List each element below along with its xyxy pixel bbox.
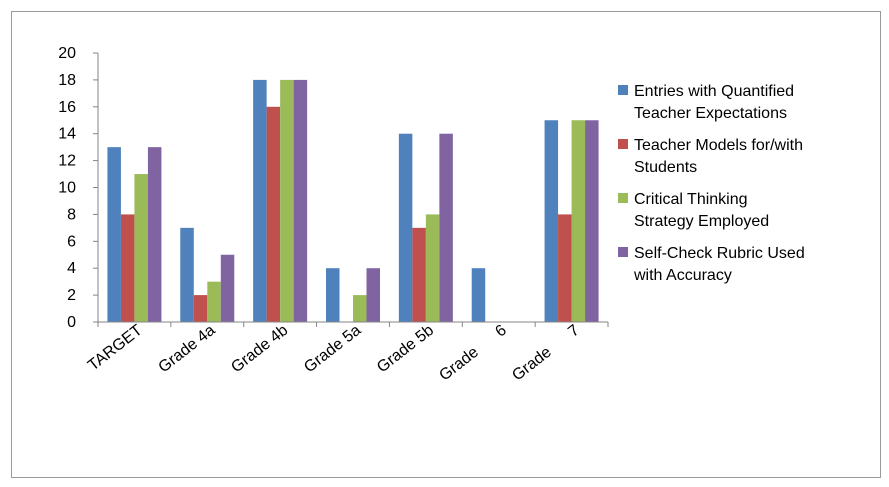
bar-s0-c5 bbox=[471, 268, 486, 322]
legend-swatch bbox=[618, 247, 628, 257]
bar-s2-c2 bbox=[280, 79, 294, 323]
y-tick-label: 10 bbox=[58, 180, 76, 197]
bar-s2-c1 bbox=[207, 281, 221, 322]
bar-s1-c6 bbox=[558, 214, 572, 322]
bar-s3-c2 bbox=[293, 79, 308, 323]
x-tick-label: Grade 4b bbox=[228, 322, 291, 377]
x-tick-label: Grade 5b bbox=[374, 322, 437, 377]
legend-swatch bbox=[618, 85, 628, 95]
y-tick-label: 4 bbox=[67, 260, 76, 277]
legend: Entries with Quantified Teacher Expectati… bbox=[618, 83, 805, 284]
bars-layer bbox=[107, 79, 599, 323]
legend-label: Students bbox=[634, 159, 697, 176]
bar-s2-c3 bbox=[353, 295, 367, 322]
bar-s0-c2 bbox=[253, 79, 267, 323]
bar-s1-c4 bbox=[412, 227, 426, 322]
y-tick-label: 20 bbox=[58, 45, 76, 62]
bar-s3-c0 bbox=[147, 147, 162, 322]
y-tick-label: 8 bbox=[67, 206, 76, 223]
y-tick-label: 2 bbox=[67, 287, 76, 304]
x-tick-label: Grade 6 bbox=[436, 322, 510, 385]
x-tick-label: Grade 7 bbox=[509, 322, 583, 385]
x-tick-label: Grade 5a bbox=[301, 322, 364, 377]
bar-s1-c1 bbox=[193, 295, 208, 322]
legend-label: Strategy Employed bbox=[634, 213, 769, 230]
bar-s0-c6 bbox=[544, 120, 559, 322]
y-tick-label: 6 bbox=[67, 233, 76, 250]
bar-s3-c4 bbox=[439, 133, 453, 322]
y-tick-label: 14 bbox=[58, 126, 76, 143]
legend-label: Teacher Models for/with bbox=[634, 137, 803, 154]
bar-s3-c1 bbox=[220, 254, 235, 322]
legend-label: Critical Thinking bbox=[634, 191, 748, 208]
bar-s2-c4 bbox=[425, 214, 440, 322]
bar-s3-c3 bbox=[366, 268, 380, 322]
bar-s1-c2 bbox=[266, 106, 281, 322]
y-tick-label: 0 bbox=[67, 314, 76, 331]
bar-s0-c0 bbox=[107, 147, 121, 322]
bar-s1-c0 bbox=[120, 214, 135, 322]
bar-s0-c4 bbox=[398, 133, 413, 322]
bar-s2-c6 bbox=[571, 120, 586, 322]
bar-s0-c1 bbox=[180, 227, 194, 322]
legend-label: with Accuracy bbox=[633, 267, 732, 284]
x-tick-label: TARGET bbox=[85, 322, 146, 375]
legend-label: Teacher Expectations bbox=[634, 105, 787, 122]
legend-label: Self-Check Rubric Used bbox=[634, 245, 805, 262]
legend-swatch bbox=[618, 139, 628, 149]
bar-s2-c0 bbox=[134, 174, 148, 322]
bar-s3-c6 bbox=[585, 120, 599, 322]
legend-label: Entries with Quantified bbox=[634, 83, 794, 100]
bar-s0-c3 bbox=[326, 268, 340, 322]
legend-swatch bbox=[618, 193, 628, 203]
y-tick-label: 16 bbox=[58, 99, 76, 116]
y-tick-label: 12 bbox=[58, 153, 76, 170]
y-tick-label: 18 bbox=[58, 72, 76, 89]
x-tick-label: Grade 4a bbox=[155, 322, 218, 377]
